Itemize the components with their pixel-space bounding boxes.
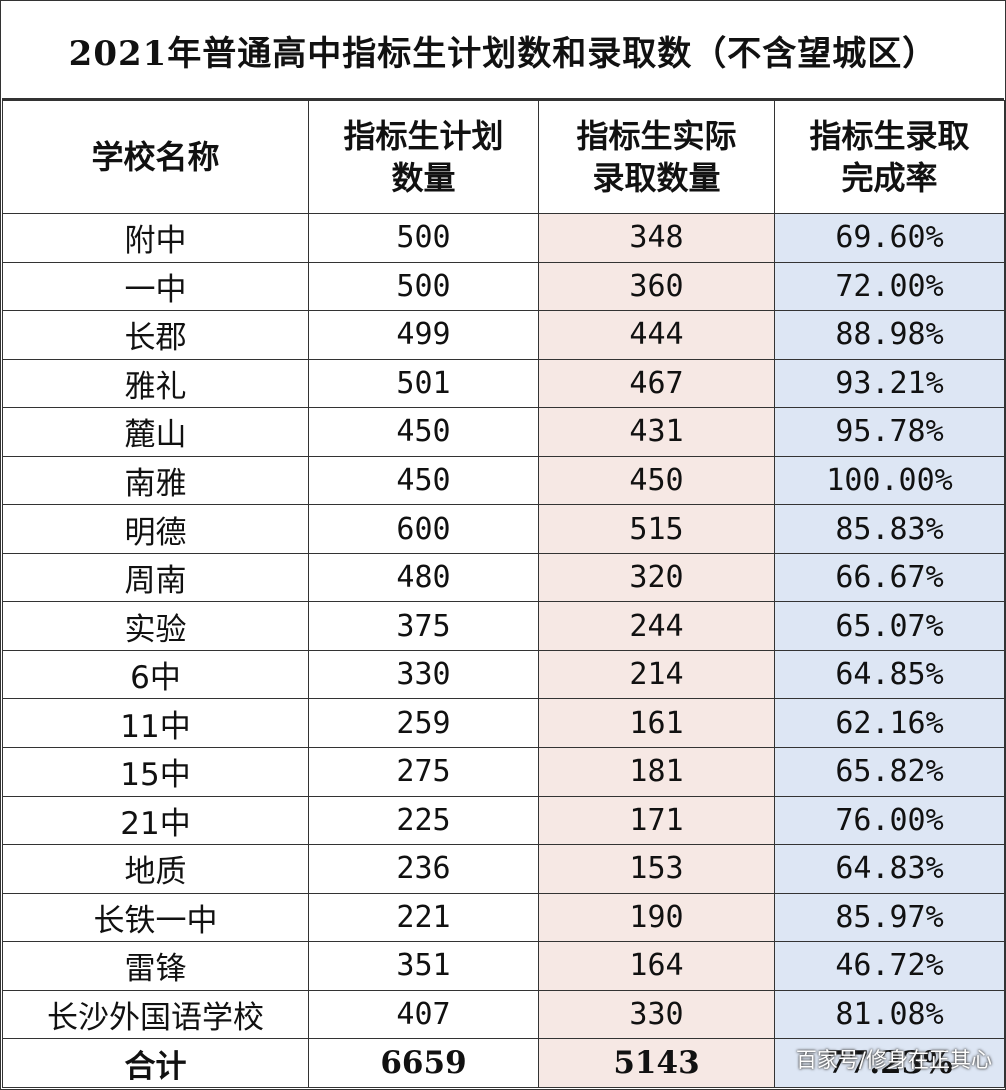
cell-rate: 93.21% <box>774 358 1005 409</box>
cell-actual: 320 <box>538 552 775 603</box>
cell-actual: 171 <box>538 795 775 846</box>
cell-actual: 467 <box>538 358 775 409</box>
cell-plan: 221 <box>308 892 539 943</box>
cell-school: 15中 <box>2 747 309 797</box>
cell-actual: 431 <box>538 407 775 457</box>
cell-actual: 181 <box>538 747 775 797</box>
cell-actual: 515 <box>538 504 775 554</box>
cell-plan: 225 <box>308 795 539 846</box>
cell-plan: 480 <box>308 552 539 603</box>
table-row: 附中 500 348 69.60% <box>2 213 1005 263</box>
cell-plan: 499 <box>308 310 539 360</box>
cell-rate: 85.97% <box>774 892 1005 943</box>
header-rate: 指标生录取 完成率 <box>774 100 1005 214</box>
cell-actual: 330 <box>538 989 775 1040</box>
cell-actual: 348 <box>538 213 775 263</box>
cell-school: 明德 <box>2 504 309 554</box>
cell-rate: 88.98% <box>774 310 1005 360</box>
table-row: 21中 225 171 76.00% <box>2 795 1005 846</box>
table-row: 11中 259 161 62.16% <box>2 698 1005 749</box>
cell-school: 实验 <box>2 601 309 651</box>
total-label: 合计 <box>2 1038 309 1088</box>
cell-actual: 214 <box>538 649 775 700</box>
cell-school: 周南 <box>2 552 309 603</box>
table-row: 长铁一中 221 190 85.97% <box>2 892 1005 943</box>
cell-plan: 236 <box>308 844 539 894</box>
header-actual: 指标生实际 录取数量 <box>538 100 775 214</box>
cell-actual: 244 <box>538 601 775 651</box>
table-row: 6中 330 214 64.85% <box>2 649 1005 700</box>
cell-rate: 64.83% <box>774 844 1005 894</box>
cell-school: 21中 <box>2 795 309 846</box>
cell-school: 6中 <box>2 649 309 700</box>
cell-rate: 46.72% <box>774 941 1005 991</box>
table-row: 周南 480 320 66.67% <box>2 552 1005 603</box>
cell-actual: 444 <box>538 310 775 360</box>
table-row: 实验 375 244 65.07% <box>2 601 1005 651</box>
cell-plan: 500 <box>308 213 539 263</box>
cell-school: 雷锋 <box>2 941 309 991</box>
cell-school: 长沙外国语学校 <box>2 989 309 1040</box>
cell-rate: 85.83% <box>774 504 1005 554</box>
cell-rate: 64.85% <box>774 649 1005 700</box>
table-row: 明德 600 515 85.83% <box>2 504 1005 554</box>
table-row: 长郡 499 444 88.98% <box>2 310 1005 360</box>
admission-table: 学校名称 指标生计划 数量 指标生实际 录取数量 指标生录取 完成率 附中 500 348… <box>2 100 1005 1088</box>
cell-actual: 190 <box>538 892 775 943</box>
total-plan: 6659 <box>308 1038 539 1088</box>
cell-plan: 450 <box>308 455 539 506</box>
header-row: 学校名称 指标生计划 数量 指标生实际 录取数量 指标生录取 完成率 <box>2 100 1005 214</box>
table-row: 长沙外国语学校 407 330 81.08% <box>2 989 1005 1040</box>
cell-school: 11中 <box>2 698 309 749</box>
cell-school: 麓山 <box>2 407 309 457</box>
cell-rate: 95.78% <box>774 407 1005 457</box>
cell-rate: 66.67% <box>774 552 1005 603</box>
total-actual: 5143 <box>538 1038 775 1088</box>
cell-school: 一中 <box>2 261 309 312</box>
cell-plan: 351 <box>308 941 539 991</box>
cell-rate: 81.08% <box>774 989 1005 1040</box>
header-plan: 指标生计划 数量 <box>308 100 539 214</box>
cell-plan: 500 <box>308 261 539 312</box>
cell-rate: 62.16% <box>774 698 1005 749</box>
cell-school: 南雅 <box>2 455 309 506</box>
cell-actual: 450 <box>538 455 775 506</box>
cell-school: 长郡 <box>2 310 309 360</box>
cell-plan: 501 <box>308 358 539 409</box>
table-row: 麓山 450 431 95.78% <box>2 407 1005 457</box>
table-row: 15中 275 181 65.82% <box>2 747 1005 797</box>
table-row: 雅礼 501 467 93.21% <box>2 358 1005 409</box>
cell-school: 雅礼 <box>2 358 309 409</box>
cell-school: 附中 <box>2 213 309 263</box>
watermark: 百家号/修身在正其心 <box>795 1048 992 1072</box>
cell-rate: 100.00% <box>774 455 1005 506</box>
cell-actual: 360 <box>538 261 775 312</box>
table-row: 地质 236 153 64.83% <box>2 844 1005 894</box>
cell-actual: 153 <box>538 844 775 894</box>
cell-actual: 164 <box>538 941 775 991</box>
cell-plan: 375 <box>308 601 539 651</box>
cell-plan: 330 <box>308 649 539 700</box>
header-school: 学校名称 <box>2 100 309 214</box>
cell-plan: 407 <box>308 989 539 1040</box>
cell-plan: 259 <box>308 698 539 749</box>
cell-plan: 275 <box>308 747 539 797</box>
cell-rate: 76.00% <box>774 795 1005 846</box>
table-row: 一中 500 360 72.00% <box>2 261 1005 312</box>
cell-plan: 600 <box>308 504 539 554</box>
total-rate: 77.23% <box>774 1038 1005 1088</box>
cell-actual: 161 <box>538 698 775 749</box>
cell-school: 地质 <box>2 844 309 894</box>
cell-rate: 65.82% <box>774 747 1005 797</box>
cell-school: 长铁一中 <box>2 892 309 943</box>
total-row: 合计 6659 5143 77.23% <box>2 1038 1005 1088</box>
table-title: 2021年普通高中指标生计划数和录取数（不含望城区） <box>2 2 1004 100</box>
cell-rate: 72.00% <box>774 261 1005 312</box>
table-row: 雷锋 351 164 46.72% <box>2 941 1005 991</box>
cell-rate: 65.07% <box>774 601 1005 651</box>
cell-plan: 450 <box>308 407 539 457</box>
table-row: 南雅 450 450 100.00% <box>2 455 1005 506</box>
cell-rate: 69.60% <box>774 213 1005 263</box>
